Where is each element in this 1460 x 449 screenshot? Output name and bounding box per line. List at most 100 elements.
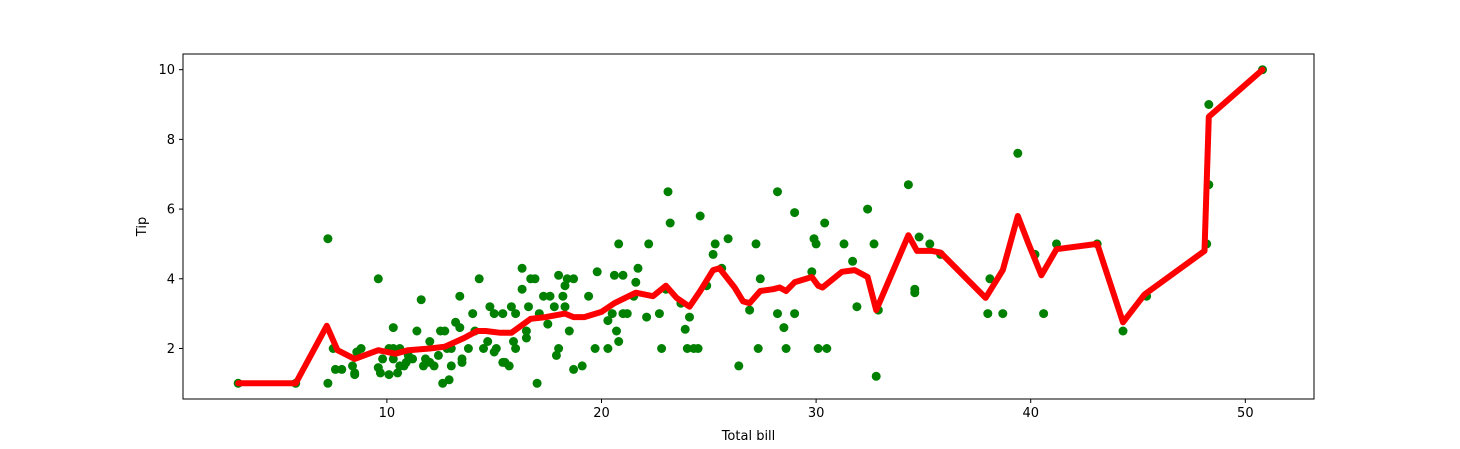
scatter-point [781,344,791,353]
scatter-point [479,344,488,353]
scatter-point [330,364,340,374]
scatter-point [790,309,800,319]
scatter-point [631,277,641,287]
scatter-point [393,368,403,378]
scatter-point [603,344,613,353]
scatter-point [773,187,782,197]
scatter-point [751,239,761,249]
scatter-point [446,361,456,371]
scatter-point [530,274,540,284]
scatter-point [693,344,703,353]
scatter-point [545,291,555,301]
scatter-point [509,337,518,346]
scatter-point [457,354,467,364]
y-tick-label: 8 [167,133,175,148]
x-ticks: 10 20 30 40 50 [379,399,1254,421]
scatter-point [491,344,501,353]
scatter-point [657,344,667,353]
scatter-point [685,312,694,322]
scatter-point [708,249,718,259]
scatter-point [558,291,568,301]
x-tick-label: 40 [1022,406,1039,421]
scatter-point [551,350,561,360]
scatter-point [384,370,394,380]
scatter-point [710,239,720,249]
scatter-point [985,274,995,284]
scatter-point [614,337,624,346]
scatter-point [734,361,744,371]
scatter-point [425,337,435,346]
scatter-point [903,180,913,190]
scatter-point [1013,148,1023,158]
y-tick-label: 6 [167,203,175,218]
scatter-point [633,263,643,273]
scatter-point [348,361,357,371]
scatter-point [517,284,527,294]
scatter-point [521,333,531,343]
scatter-point [723,234,733,244]
scatter-point [554,344,564,353]
scatter-point [560,281,570,291]
scatter-point [773,309,782,319]
scatter-point [483,337,493,346]
scatter-point [564,326,574,336]
scatter-point [554,270,564,280]
scatter-point [925,239,935,249]
scatter-point [517,263,527,273]
scatter-point [607,309,617,319]
scatter-point [609,270,619,280]
scatter-point [560,302,570,312]
scatter-point [521,326,531,336]
scatter-point [682,344,692,353]
scatter-point [506,302,516,312]
scatter-point [375,368,385,378]
scatter-point [807,267,817,277]
x-tick-label: 20 [593,406,610,421]
scatter-point [416,295,426,305]
scatter-point [614,239,624,249]
scatter-point [569,274,579,284]
scatter-point [813,344,823,353]
scatter-point [504,361,514,371]
scatter-point [755,274,765,284]
scatter-point [489,309,499,319]
scatter-point [665,218,675,228]
scatter-point [820,218,830,228]
scatter-point [408,354,418,364]
scatter-point [822,344,832,353]
scatter-point [618,270,628,280]
scatter-point [444,375,454,385]
scatter-point [622,309,632,319]
scatter-point [511,344,521,353]
scatter-point [839,239,849,249]
x-tick-label: 30 [808,406,825,421]
y-tick-label: 10 [158,63,175,78]
scatter-point [642,312,652,322]
scatter-point [562,274,572,284]
scatter-point [429,361,439,371]
y-ticks: 2 4 6 8 10 [158,63,183,357]
plot-area [233,65,1267,388]
scatter-point [811,239,821,249]
scatter-point [323,234,333,244]
scatter-point [474,274,484,284]
scatter-point [680,324,690,334]
scatter-point [356,344,366,353]
scatter-point [511,309,521,319]
scatter-point [1039,309,1049,319]
scatter-point [468,309,478,319]
scatter-point [543,319,553,329]
scatter-point [539,291,548,301]
scatter-point [440,326,450,336]
scatter-point [532,378,542,388]
trend-line [235,66,1266,387]
scatter-point [603,316,613,326]
scatter-point [337,364,347,374]
scatter-point [323,378,333,388]
scatter-point [498,309,508,319]
scatter-point [910,288,920,298]
scatter-point [753,344,763,353]
x-tick-label: 10 [379,406,396,421]
scatter-point [455,291,465,301]
